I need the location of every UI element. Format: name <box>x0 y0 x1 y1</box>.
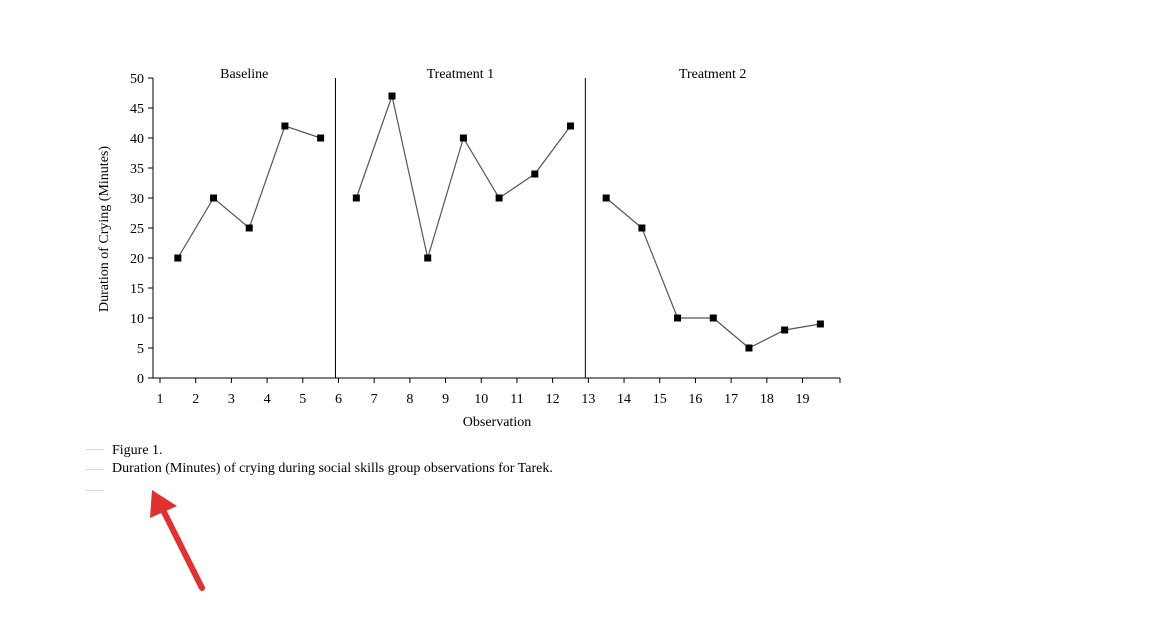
x-tick-label: 10 <box>474 392 488 407</box>
caption-rule <box>86 469 104 470</box>
y-tick-label: 40 <box>130 132 144 147</box>
y-tick-label: 5 <box>137 342 144 357</box>
y-tick-label: 35 <box>130 162 144 177</box>
x-tick-label: 18 <box>760 392 774 407</box>
x-tick-label: 19 <box>796 392 810 407</box>
x-tick-label: 2 <box>192 392 199 407</box>
figure-caption: Duration (Minutes) of crying during soci… <box>112 461 553 476</box>
series-line <box>355 93 571 261</box>
data-point <box>674 314 682 322</box>
x-tick-label: 6 <box>335 392 342 407</box>
data-point <box>210 194 218 202</box>
data-point <box>816 320 824 328</box>
data-point <box>566 122 574 130</box>
x-tick-label: 13 <box>581 392 595 407</box>
x-tick-label: 17 <box>724 392 738 407</box>
y-tick-label: 50 <box>130 72 144 87</box>
x-tick-label: 14 <box>617 392 631 407</box>
data-point <box>317 134 325 142</box>
data-point <box>245 224 253 232</box>
x-tick-label: 7 <box>371 392 378 407</box>
annotation-arrow <box>150 490 205 591</box>
x-tick-label: 15 <box>653 392 667 407</box>
data-point <box>602 194 610 202</box>
phase-label: Treatment 2 <box>679 67 747 82</box>
y-tick-label: 45 <box>130 102 144 117</box>
x-tick-label: 11 <box>510 392 523 407</box>
axes <box>152 78 840 379</box>
x-tick-label: 4 <box>264 392 271 407</box>
phase-labels: Baseline Treatment 1 Treatment 2 <box>220 67 746 82</box>
x-axis-title: Observation <box>463 415 531 430</box>
x-tick-label: 3 <box>228 392 235 407</box>
data-point <box>352 194 360 202</box>
series-line <box>605 197 821 349</box>
data-point <box>745 344 753 352</box>
phase-label: Baseline <box>220 67 268 82</box>
x-tick-label: 1 <box>157 392 164 407</box>
data-point <box>459 134 467 142</box>
phase-label: Treatment 1 <box>427 67 495 82</box>
x-tick-label: 9 <box>442 392 449 407</box>
y-tick-label: 20 <box>130 252 144 267</box>
y-axis-ticks: 0 5 10 15 20 25 30 35 40 45 50 <box>130 72 153 387</box>
caption-rule <box>86 490 104 491</box>
y-tick-label: 30 <box>130 192 144 207</box>
y-tick-label: 0 <box>137 372 144 387</box>
data-series <box>174 92 824 352</box>
data-point <box>495 194 503 202</box>
phase-dividers <box>334 78 586 378</box>
figure-number: Figure 1. <box>112 443 163 458</box>
x-tick-label: 12 <box>546 392 560 407</box>
x-tick-label: 16 <box>688 392 702 407</box>
data-point <box>281 122 289 130</box>
caption-rule <box>86 449 104 450</box>
y-tick-label: 25 <box>130 222 144 237</box>
data-point <box>174 254 182 262</box>
data-point <box>388 92 396 100</box>
data-point <box>531 170 539 178</box>
y-tick-label: 10 <box>130 312 144 327</box>
data-point <box>709 314 717 322</box>
data-point <box>424 254 432 262</box>
x-axis-ticks: 1 2 3 4 5 6 7 8 9 10 11 12 13 14 15 16 17 18 19 <box>157 378 841 407</box>
x-tick-label: 8 <box>406 392 413 407</box>
data-point <box>781 326 789 334</box>
x-tick-label: 5 <box>299 392 306 407</box>
y-axis-title: Duration of Crying (Minutes) <box>97 146 112 312</box>
series-line <box>177 125 321 259</box>
data-point <box>638 224 646 232</box>
y-tick-label: 15 <box>130 282 144 297</box>
